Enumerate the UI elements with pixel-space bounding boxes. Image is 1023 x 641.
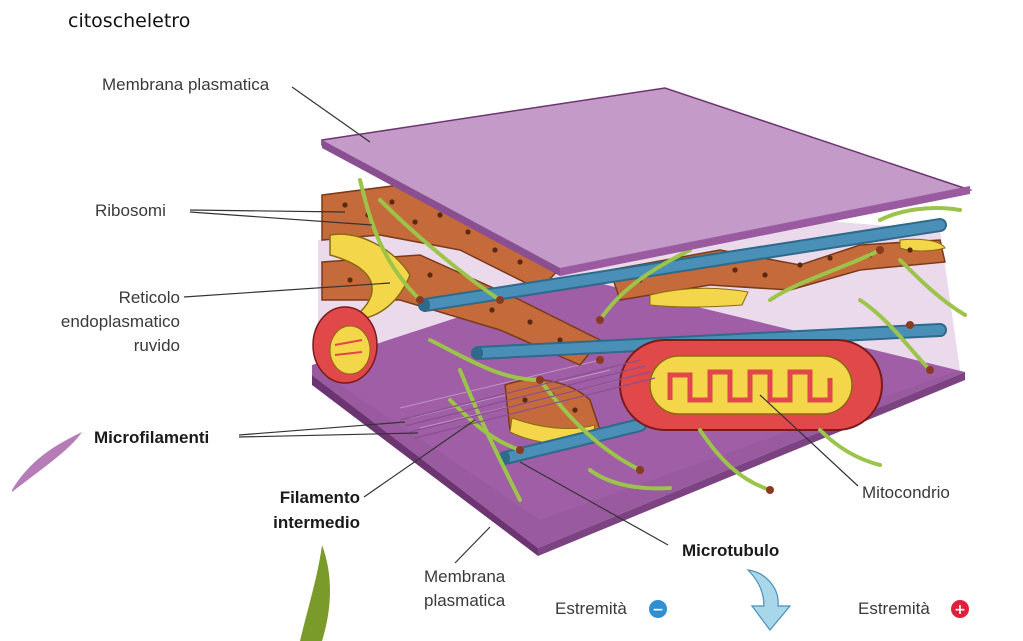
label-mitocondrio: Mitocondrio: [862, 483, 950, 502]
label-estremita-minus: Estremità: [555, 599, 627, 618]
label-ribosomi: Ribosomi: [95, 201, 166, 220]
label-microtubulo: Microtubulo: [682, 541, 779, 560]
svg-text:+: +: [954, 602, 966, 618]
label-membrana-bottom-line1: Membrana: [424, 567, 506, 586]
label-estremita-plus: Estremità: [858, 599, 930, 618]
decorative-swoosh: [12, 432, 82, 492]
mitochondrion: [620, 340, 882, 430]
label-membrana-top: Membrana plasmatica: [102, 75, 270, 94]
decorative-green-blade: [300, 545, 330, 641]
label-membrana-bottom-line2: plasmatica: [424, 591, 506, 610]
plus-icon: +: [951, 600, 969, 618]
label-reticolo-line2: endoplasmatico: [61, 312, 180, 331]
page-title: citoscheletro: [68, 10, 190, 32]
label-reticolo-line3: ruvido: [134, 336, 180, 355]
label-reticolo-line1: Reticolo: [119, 288, 180, 307]
label-microfilamenti: Microfilamenti: [94, 428, 209, 447]
label-filamento-line1: Filamento: [280, 488, 360, 507]
svg-text:−: −: [652, 602, 664, 618]
small-mitochondrion: [313, 307, 377, 383]
minus-icon: −: [649, 600, 667, 618]
down-arrow-icon: [748, 570, 790, 630]
label-filamento-line2: intermedio: [273, 513, 360, 532]
